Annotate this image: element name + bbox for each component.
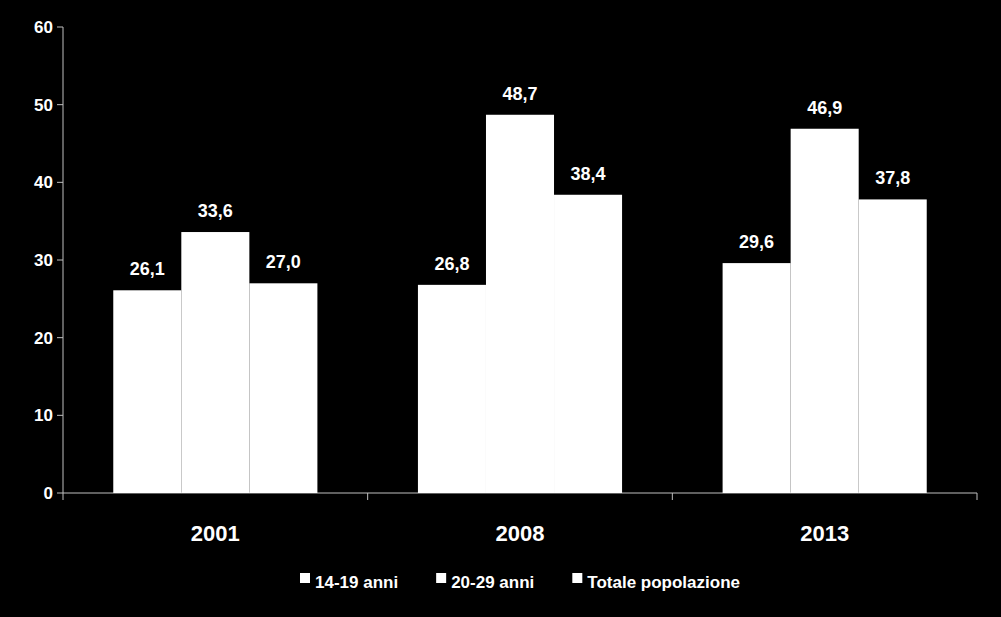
data-label: 29,6 — [739, 232, 774, 252]
legend-swatch — [436, 573, 446, 583]
legend-label: 14-19 anni — [315, 573, 398, 592]
bar — [859, 199, 927, 493]
bar — [249, 283, 317, 493]
x-separator — [63, 493, 64, 500]
data-label: 26,1 — [130, 259, 165, 279]
y-tick-label: 30 — [34, 251, 53, 270]
legend-label: Totale popolazione — [587, 573, 740, 592]
y-tick — [57, 182, 63, 183]
bar — [181, 232, 249, 493]
data-labels: 26,1 26,8 29,6 33,6 48,7 46,9 27,0 38,4 37,8 — [130, 84, 910, 280]
legend-label: 20-29 anni — [451, 573, 534, 592]
bar — [113, 290, 181, 493]
y-tick — [57, 27, 63, 28]
y-tick — [57, 415, 63, 416]
y-tick-label: 0 — [44, 484, 53, 503]
legend-swatch — [572, 573, 582, 583]
bar — [418, 285, 486, 493]
y-tick — [57, 104, 63, 105]
y-tick — [57, 337, 63, 338]
y-tick-label: 40 — [34, 173, 53, 192]
bar — [723, 263, 791, 493]
legend-swatch — [300, 573, 310, 583]
bars — [113, 115, 926, 493]
x-tick-label: 2008 — [496, 521, 545, 546]
data-label: 37,8 — [875, 168, 910, 188]
x-tick-label: 2001 — [191, 521, 240, 546]
data-label: 27,0 — [266, 252, 301, 272]
data-label: 46,9 — [807, 98, 842, 118]
bar — [486, 115, 554, 493]
x-tick-label: 2013 — [800, 521, 849, 546]
chart: 0 10 20 30 40 50 60 2001 2008 2013 26,1 26,8 29,6 33,… — [0, 0, 1001, 617]
y-tick — [57, 493, 63, 494]
legend: 14-19 anni 20-29 anni Totale popolazione — [300, 573, 740, 592]
data-label: 48,7 — [502, 84, 537, 104]
y-tick — [57, 260, 63, 261]
data-label: 38,4 — [571, 164, 606, 184]
data-label: 33,6 — [198, 201, 233, 221]
data-label: 26,8 — [434, 254, 469, 274]
x-separator — [977, 493, 978, 500]
x-separator — [367, 493, 368, 500]
x-separator — [672, 493, 673, 500]
y-tick-label: 60 — [34, 18, 53, 37]
bar — [554, 195, 622, 493]
bar — [791, 129, 859, 493]
y-tick-label: 50 — [34, 96, 53, 115]
y-tick-label: 10 — [34, 406, 53, 425]
y-tick-label: 20 — [34, 329, 53, 348]
